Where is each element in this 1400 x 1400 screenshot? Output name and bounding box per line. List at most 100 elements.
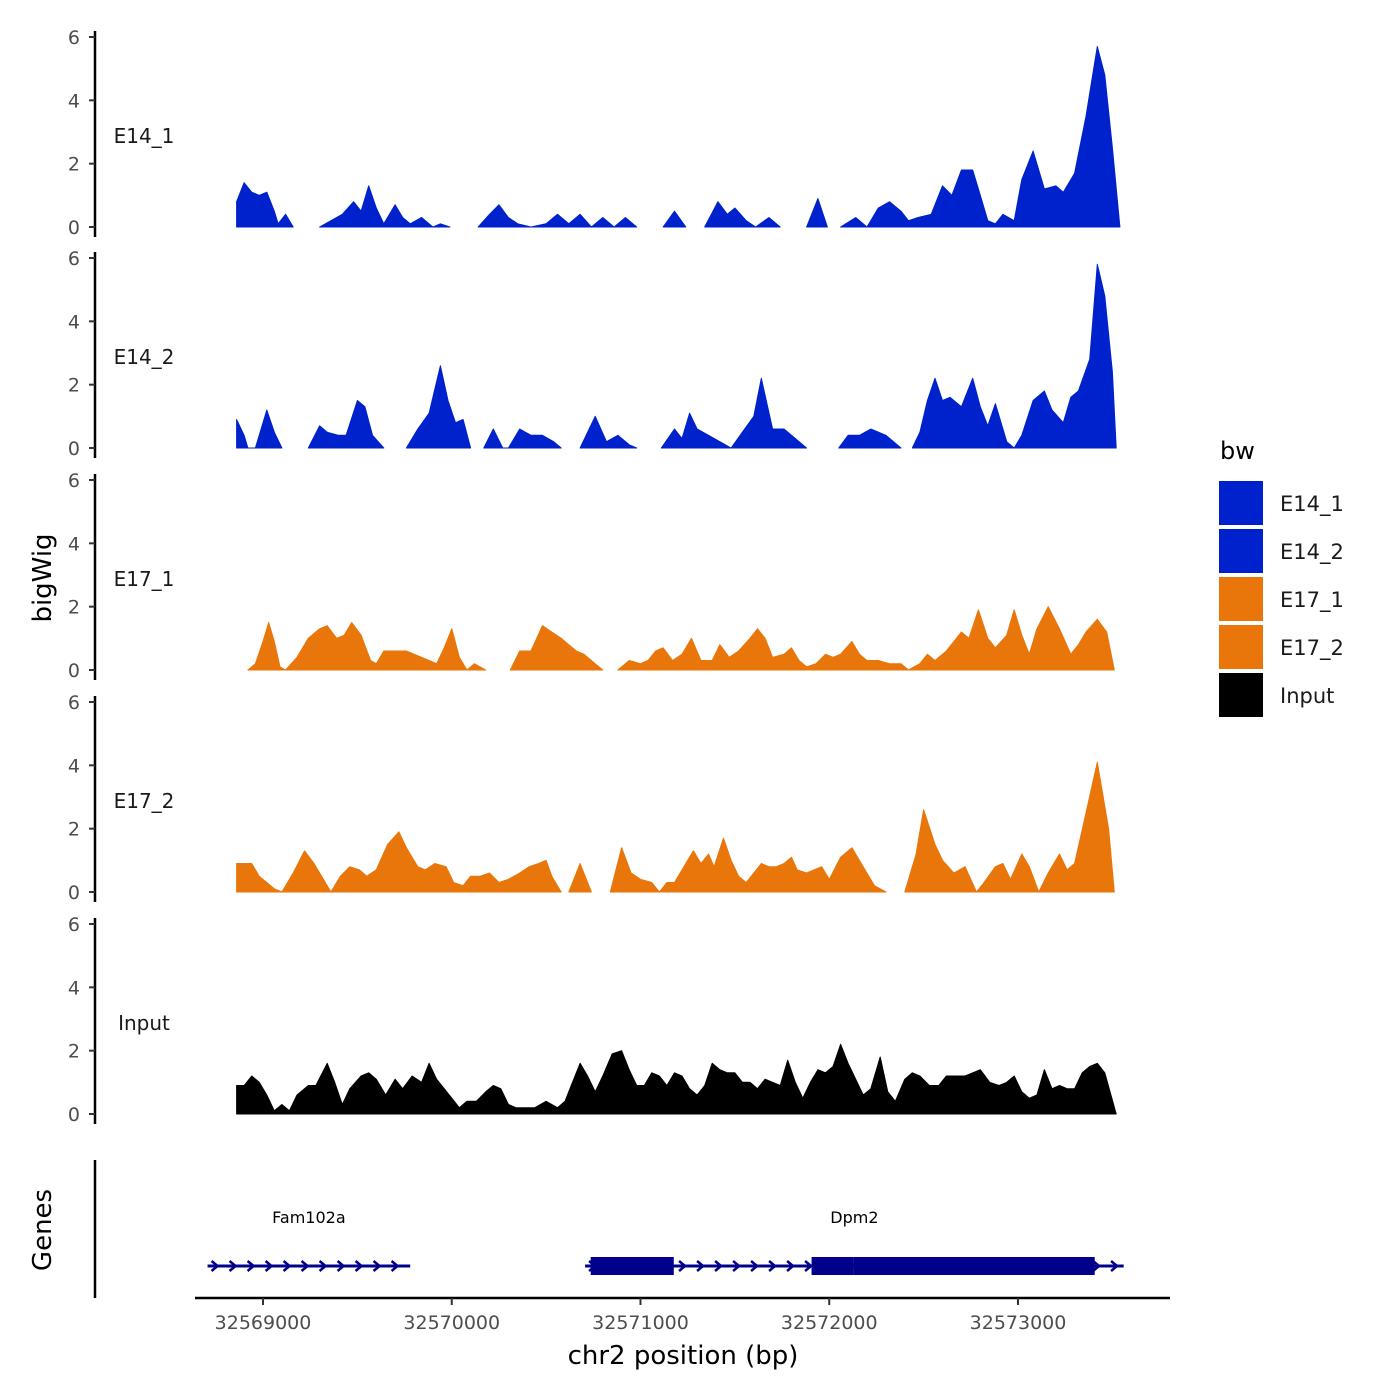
coverage-area <box>319 185 451 228</box>
gene-label: Fam102a <box>272 1208 345 1227</box>
track-label: Input <box>118 1011 170 1035</box>
track-e17-1: 0 2 4 6 E17_1 <box>68 470 1115 682</box>
legend-swatch <box>1219 625 1263 669</box>
legend-swatch <box>1219 673 1263 717</box>
strand-arrow <box>678 1260 688 1272</box>
legend: bw E14_1 E14_2 E17_1 E17_2 Input <box>1219 437 1344 717</box>
legend-swatch <box>1219 577 1263 621</box>
legend-label: E14_2 <box>1280 540 1344 565</box>
x-tick-label: 32571000 <box>592 1312 689 1334</box>
x-axis: 32569000 32570000 32571000 32572000 32573000 <box>195 1296 1170 1334</box>
y-tick-label: 4 <box>68 755 80 777</box>
y-tick-label: 4 <box>68 311 80 333</box>
coverage-tracks: 0 2 4 6 E14_1 0 2 4 6 E14_2 0 2 4 6 E17_1 0 2 4 6 E17_2 0 2 4 6… <box>68 27 1121 1126</box>
coverage-area <box>236 831 562 893</box>
x-axis-title: chr2 position (bp) <box>568 1341 799 1371</box>
strand-arrow <box>264 1260 274 1272</box>
y-tick-label: 6 <box>68 248 80 270</box>
coverage-area <box>806 198 828 228</box>
y-tick-label: 0 <box>68 1104 80 1126</box>
strand-arrow <box>732 1260 742 1272</box>
coverage-area <box>660 377 808 449</box>
strand-arrow <box>390 1260 400 1272</box>
strand-arrow <box>336 1260 346 1272</box>
genes-axis-title: Genes <box>28 1189 58 1271</box>
coverage-area <box>911 263 1117 449</box>
coverage-area <box>704 201 781 228</box>
x-tick-label: 32572000 <box>781 1312 878 1334</box>
gene-fam102a: Fam102a <box>207 1208 411 1272</box>
strand-arrow <box>246 1260 256 1272</box>
gene-dpm2: Dpm2 <box>585 1208 1124 1275</box>
track-label: E17_1 <box>114 567 175 591</box>
y-tick-label: 2 <box>68 819 80 841</box>
y-axis-title: bigWig <box>28 533 58 622</box>
coverage-area <box>838 428 902 449</box>
y-tick-label: 4 <box>68 90 80 112</box>
legend-label: E14_1 <box>1280 492 1344 517</box>
track-e17-2: 0 2 4 6 E17_2 <box>68 692 1115 904</box>
gene-label: Dpm2 <box>830 1208 878 1227</box>
strand-arrow <box>804 1260 814 1272</box>
strand-arrow <box>282 1260 292 1272</box>
x-tick-label: 32573000 <box>970 1312 1067 1334</box>
coverage-area <box>568 863 592 893</box>
coverage-area <box>609 837 887 893</box>
strand-arrow <box>228 1260 238 1272</box>
y-tick-label: 0 <box>68 660 80 682</box>
strand-arrow <box>300 1260 310 1272</box>
coverage-area <box>617 606 1115 671</box>
coverage-area <box>247 622 487 671</box>
coverage-area <box>307 400 385 449</box>
coverage-area <box>405 365 472 449</box>
y-tick-label: 0 <box>68 438 80 460</box>
y-tick-label: 0 <box>68 217 80 239</box>
track-label: E14_1 <box>114 124 175 148</box>
coverage-area <box>483 428 562 449</box>
strand-arrow <box>210 1260 220 1272</box>
y-tick-label: 6 <box>68 470 80 492</box>
strand-arrow <box>714 1260 724 1272</box>
exon <box>853 1257 1095 1275</box>
coverage-area <box>236 409 283 449</box>
coverage-area <box>236 1043 1117 1115</box>
track-e14-1: 0 2 4 6 E14_1 <box>68 27 1121 239</box>
strand-arrow <box>768 1260 778 1272</box>
track-e14-2: 0 2 4 6 E14_2 <box>68 248 1117 460</box>
y-tick-label: 4 <box>68 533 80 555</box>
coverage-area <box>509 625 604 671</box>
y-tick-label: 2 <box>68 154 80 176</box>
exon <box>811 1257 854 1275</box>
coverage-area <box>477 204 638 228</box>
exon <box>590 1257 674 1275</box>
strand-arrow <box>318 1260 328 1272</box>
legend-title: bw <box>1220 437 1255 465</box>
legend-swatch <box>1219 481 1263 525</box>
y-tick-label: 6 <box>68 27 80 49</box>
legend-label: Input <box>1280 684 1334 708</box>
strand-arrow <box>1092 1260 1102 1272</box>
legend-label: E17_1 <box>1280 588 1344 613</box>
x-tick-label: 32570000 <box>403 1312 500 1334</box>
strand-arrow <box>696 1260 706 1272</box>
legend-swatch <box>1219 529 1263 573</box>
y-tick-label: 0 <box>68 882 80 904</box>
y-tick-label: 6 <box>68 914 80 936</box>
gene-track: Fam102a Dpm2 <box>93 1160 1124 1298</box>
coverage-area <box>904 761 1115 893</box>
strand-arrow <box>372 1260 382 1272</box>
track-label: E14_2 <box>114 345 175 369</box>
y-tick-label: 2 <box>68 1041 80 1063</box>
y-tick-label: 4 <box>68 977 80 999</box>
strand-arrow <box>786 1260 796 1272</box>
strand-arrow <box>354 1260 364 1272</box>
y-tick-label: 2 <box>68 375 80 397</box>
coverage-area <box>236 182 294 228</box>
track-label: E17_2 <box>114 789 175 813</box>
coverage-area <box>662 210 687 228</box>
strand-arrow <box>750 1260 760 1272</box>
track-input: 0 2 4 6 Input <box>68 914 1117 1126</box>
x-tick-label: 32569000 <box>215 1312 312 1334</box>
coverage-area <box>840 46 1121 228</box>
